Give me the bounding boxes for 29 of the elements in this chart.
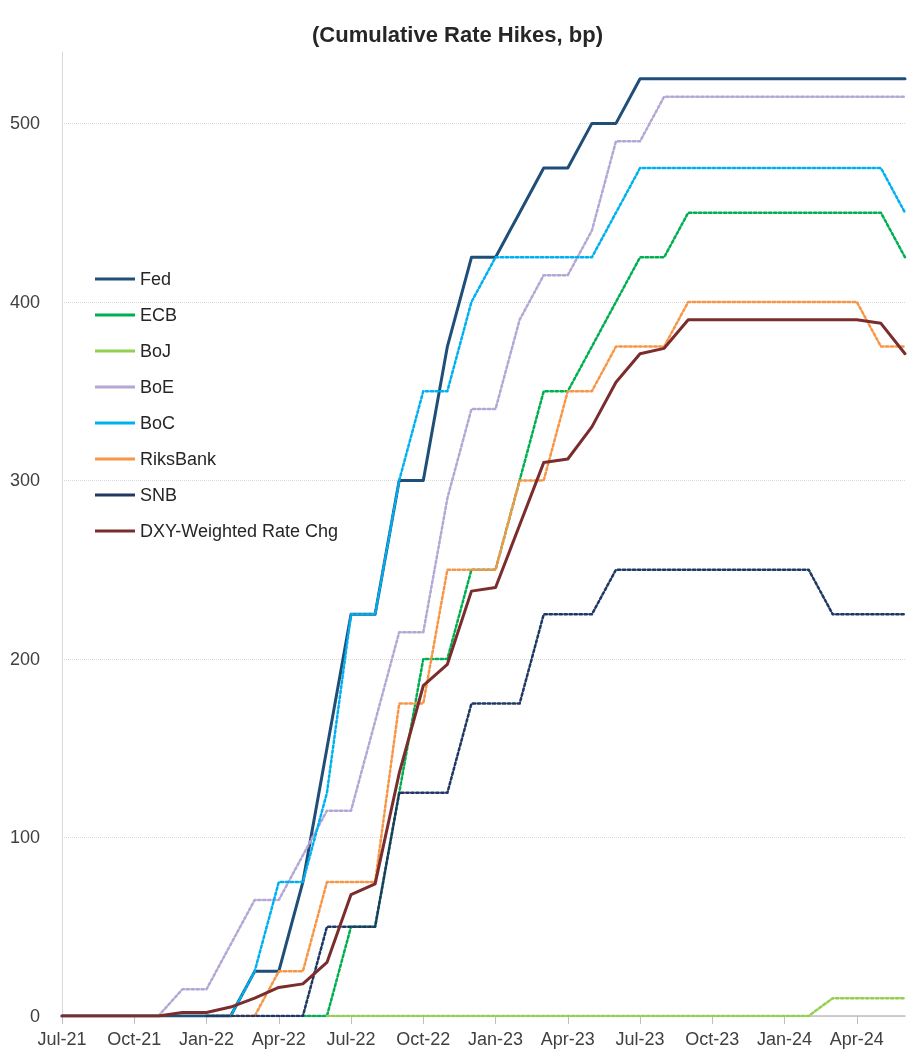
x-tick-label: Apr-22 (251, 1029, 306, 1049)
line-series (205, 568, 907, 1018)
x-tick-label: Oct-22 (396, 1029, 451, 1049)
x-tick-label: Jul-23 (615, 1029, 665, 1049)
legend-label: BoJ (140, 341, 172, 361)
x-tick-label: Oct-21 (107, 1029, 162, 1049)
y-tick-label: 300 (9, 470, 40, 491)
x-tick-label: Apr-24 (829, 1029, 884, 1049)
legend-label: BoC (140, 413, 176, 433)
legend-label: BoE (140, 377, 175, 397)
legend-label: RiksBank (140, 449, 218, 469)
y-tick-label: 200 (9, 648, 40, 669)
line-series (301, 211, 907, 1018)
x-tick-label: Apr-23 (540, 1029, 595, 1049)
x-tick-label: Oct-23 (685, 1029, 740, 1049)
legend-label: Fed (140, 269, 172, 289)
y-tick-label: 500 (9, 113, 40, 134)
y-tick-label: 100 (9, 827, 40, 848)
legend-label: ECB (140, 305, 178, 325)
x-tick-label: Jan-22 (178, 1029, 235, 1049)
x-tick-label: Jul-21 (37, 1029, 87, 1049)
y-tick-label: 400 (9, 291, 40, 312)
legend-label: DXY-Weighted Rate Chg (140, 521, 339, 541)
legend-label: SNB (140, 485, 178, 505)
x-tick-label: Jul-22 (326, 1029, 376, 1049)
y-tick-label: 0 (29, 1006, 40, 1026)
x-tick-label: Jan-24 (757, 1029, 813, 1049)
chart-title: (Cumulative Rate Hikes, bp) (312, 21, 603, 47)
x-tick-label: Jan-23 (468, 1029, 524, 1049)
